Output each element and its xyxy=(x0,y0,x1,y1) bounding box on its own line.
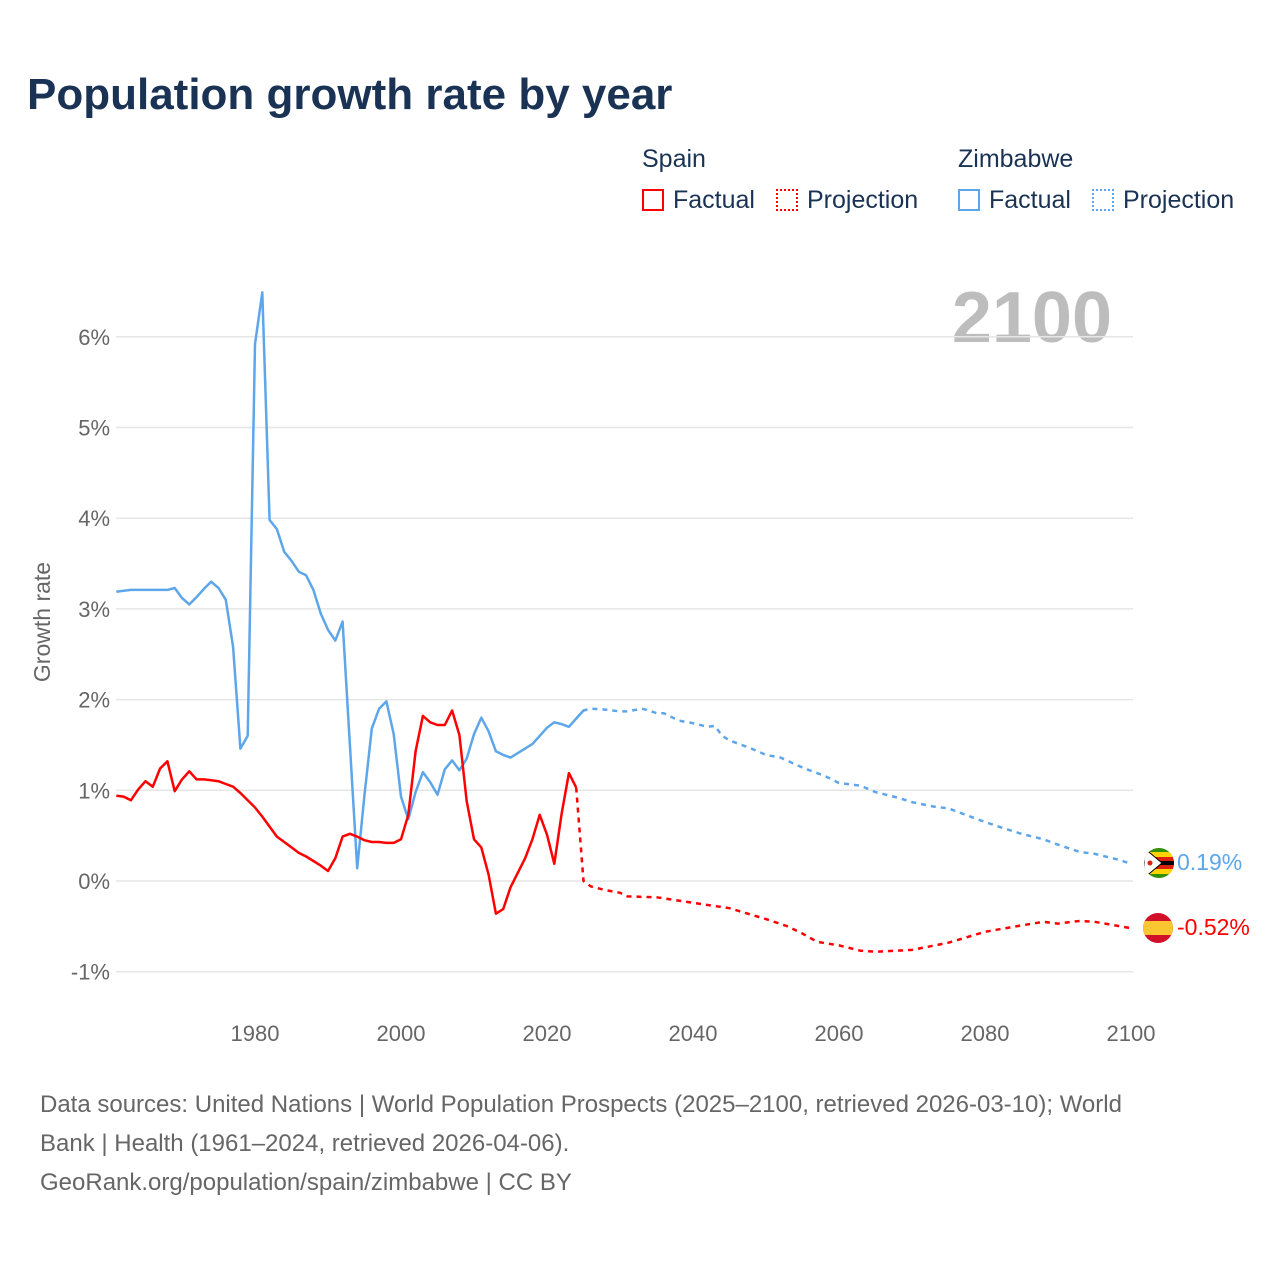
legend-swatch-spain-factual xyxy=(642,189,664,211)
x-tick-label: 1980 xyxy=(231,1021,280,1046)
y-tick-label: 1% xyxy=(78,778,110,803)
series-line-zimbabwe-projection xyxy=(575,707,1132,865)
page-title: Population growth rate by year xyxy=(27,70,673,119)
legend-zimbabwe-projection[interactable]: Projection xyxy=(1123,186,1235,214)
zimbabwe-end-label: 0.19% xyxy=(1177,849,1242,875)
x-tick-label: 2100 xyxy=(1107,1021,1156,1046)
legend-zimbabwe-factual[interactable]: Factual xyxy=(989,186,1071,214)
footer-link[interactable]: GeoRank.org/population/spain/zimbabwe | … xyxy=(40,1169,572,1196)
x-tick-label: 2080 xyxy=(961,1021,1010,1046)
series-line-zimbabwe-factual xyxy=(116,291,585,870)
x-tick-label: 2060 xyxy=(815,1021,864,1046)
y-tick-label: 6% xyxy=(78,325,110,350)
legend-swatch-spain-projection xyxy=(776,189,798,211)
x-tick-label: 2000 xyxy=(377,1021,426,1046)
y-tick-label: -1% xyxy=(71,960,110,985)
legend-group-spain: Spain xyxy=(642,145,706,173)
y-tick-label: 2% xyxy=(78,688,110,713)
y-tick-label: 0% xyxy=(78,869,110,894)
x-tick-label: 2040 xyxy=(669,1021,718,1046)
series-line-spain-projection xyxy=(574,787,1132,953)
legend-swatch-zimbabwe-factual xyxy=(958,189,980,211)
footer-sources-2: Bank | Health (1961–2024, retrieved 2026… xyxy=(40,1130,570,1157)
legend-swatch-zimbabwe-projection xyxy=(1092,189,1114,211)
year-indicator: 2100 xyxy=(952,278,1112,358)
legend-spain-projection[interactable]: Projection xyxy=(807,186,919,214)
y-tick-label: 4% xyxy=(78,506,110,531)
y-tick-label: 3% xyxy=(78,597,110,622)
legend-group-zimbabwe: Zimbabwe xyxy=(958,145,1074,173)
y-axis-label: Growth rate xyxy=(29,562,55,682)
series-line-spain-factual xyxy=(116,709,578,915)
spain-flag-icon xyxy=(1143,913,1173,943)
zimbabwe-flag-icon xyxy=(1144,848,1174,878)
spain-end-label: -0.52% xyxy=(1177,914,1250,940)
legend-spain-factual[interactable]: Factual xyxy=(673,186,755,214)
footer-sources-1: Data sources: United Nations | World Pop… xyxy=(40,1091,1122,1118)
y-tick-label: 5% xyxy=(78,416,110,441)
plot-area: 2100 Growth rate -1% 0% 1% 2% 3% 4% 5% 6% 1980 20… xyxy=(29,278,1250,1046)
x-tick-label: 2020 xyxy=(523,1021,572,1046)
